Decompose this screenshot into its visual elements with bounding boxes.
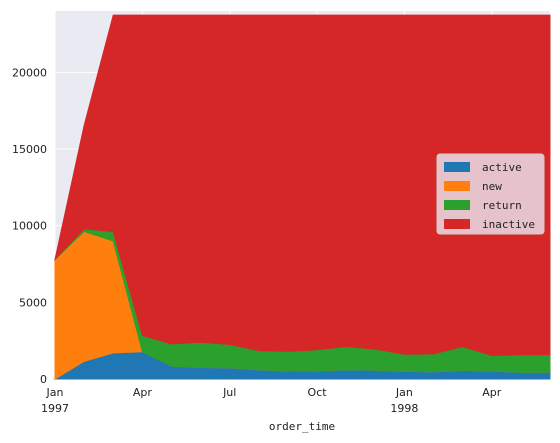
y-tick-label: 5000 <box>19 296 47 309</box>
y-axis-ticks: 0 5000 10000 15000 20000 <box>12 66 47 386</box>
legend-label-inactive: inactive <box>482 218 535 231</box>
legend-swatch-new <box>444 181 470 191</box>
y-tick-label: 0 <box>40 373 47 386</box>
legend-swatch-inactive <box>444 219 470 229</box>
x-tick-label: Jan <box>46 386 64 399</box>
x-tick-label: Jan <box>395 386 413 399</box>
legend-label-new: new <box>482 180 502 193</box>
x-tick-label: Apr <box>133 386 153 399</box>
x-tick-label: Apr <box>482 386 502 399</box>
legend-label-return: return <box>482 199 522 212</box>
legend-swatch-return <box>444 200 470 210</box>
y-tick-label: 15000 <box>12 143 47 156</box>
x-tick-label: Oct <box>308 386 328 399</box>
y-tick-label: 10000 <box>12 220 47 233</box>
legend-box <box>436 153 545 235</box>
y-tick-label: 20000 <box>12 66 47 79</box>
x-tick-sublabel: 1997 <box>41 402 69 415</box>
legend: active new return inactive <box>436 153 545 235</box>
legend-swatch-active <box>444 162 470 172</box>
x-axis-ticks: Jan 1997 Apr Jul Oct Jan 1998 Apr <box>41 386 502 415</box>
area-inactive <box>54 14 551 357</box>
x-axis-label: order_time <box>269 420 335 433</box>
x-tick-label: Jul <box>222 386 236 399</box>
area-series <box>53 14 551 380</box>
x-tick-sublabel: 1998 <box>390 402 418 415</box>
legend-label-active: active <box>482 161 522 174</box>
